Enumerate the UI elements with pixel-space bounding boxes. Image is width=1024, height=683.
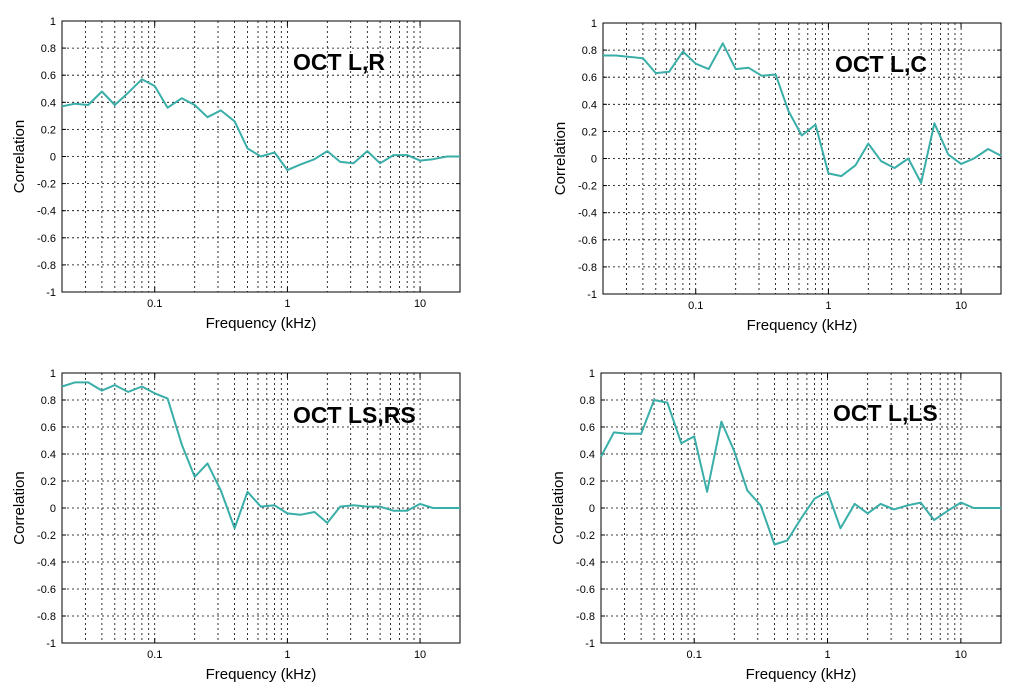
y-axis-label: Correlation xyxy=(552,122,569,195)
y-tick-label: 0 xyxy=(589,503,595,515)
y-tick-label: -0.2 xyxy=(37,179,56,191)
chart-title: OCT L,LS xyxy=(833,400,938,426)
y-tick-label: -0.4 xyxy=(37,557,56,569)
chart-panel-2: -1 -0.8 -0.6 -0.4 -0.2 0 0.2 0.4 0.6 0.8 1 0.1 1 10 Fr… xyxy=(552,18,1002,334)
plot-frame xyxy=(602,22,1002,295)
y-tick-label: 0.2 xyxy=(41,124,56,136)
correlation-series-line xyxy=(61,78,460,172)
y-tick-label: 0.6 xyxy=(580,422,595,434)
y-tick-label: -0.2 xyxy=(576,530,595,542)
y-tick-label: -0.2 xyxy=(37,530,56,542)
chart-panel-1: -1 -0.8 -0.6 -0.4 -0.2 0 0.2 0.4 0.6 0.8 1 0.1 1 10 Fr… xyxy=(11,16,461,332)
x-tick-label: 10 xyxy=(414,649,426,661)
chart-title: OCT L,C xyxy=(835,51,927,77)
y-tick-label: 0.8 xyxy=(582,45,597,57)
y-tick-label: 0 xyxy=(50,503,56,515)
y-tick-label: 1 xyxy=(50,16,56,28)
correlation-series-line xyxy=(603,42,1002,184)
y-tick-label: -0.6 xyxy=(578,235,597,247)
y-tick-label: 0.4 xyxy=(41,97,56,109)
y-tick-label: -1 xyxy=(585,638,595,650)
y-tick-label: 0.8 xyxy=(41,395,56,407)
y-tick-label: -0.4 xyxy=(576,557,595,569)
x-tick-label: 10 xyxy=(955,649,967,661)
x-tick-label: 10 xyxy=(955,300,967,312)
x-tick-label: 10 xyxy=(414,298,426,310)
y-tick-label: -0.6 xyxy=(37,233,56,245)
y-tick-label: 0.6 xyxy=(582,72,597,84)
y-tick-label: -0.8 xyxy=(578,262,597,274)
x-tick-label: 0.1 xyxy=(147,649,162,661)
y-tick-label: -0.4 xyxy=(37,206,56,218)
x-tick-label: 1 xyxy=(284,298,290,310)
y-axis-label: Correlation xyxy=(550,471,567,544)
y-tick-label: -0.4 xyxy=(578,208,597,220)
y-axis-label: Correlation xyxy=(11,120,28,193)
y-tick-label: 0.2 xyxy=(582,126,597,138)
x-tick-label: 0.1 xyxy=(688,300,703,312)
chart-title: OCT L,R xyxy=(293,49,385,75)
chart-panel-3: -1 -0.8 -0.6 -0.4 -0.2 0 0.2 0.4 0.6 0.8 1 0.1 1 10 Fr… xyxy=(11,368,461,683)
y-tick-label: 0.8 xyxy=(580,395,595,407)
y-tick-label: -1 xyxy=(46,638,56,650)
x-tick-label: 1 xyxy=(824,649,830,661)
y-tick-label: 1 xyxy=(591,18,597,30)
y-tick-label: -0.8 xyxy=(37,260,56,272)
y-tick-label: 0.6 xyxy=(41,422,56,434)
x-axis-label: Frequency (kHz) xyxy=(206,666,317,683)
y-tick-label: -1 xyxy=(46,287,56,299)
chart-title: OCT LS,RS xyxy=(293,402,416,428)
y-tick-label: -0.6 xyxy=(576,584,595,596)
x-axis-label: Frequency (kHz) xyxy=(747,317,858,334)
y-tick-label: 0.4 xyxy=(580,449,595,461)
correlation-series-line xyxy=(600,399,1001,546)
x-axis-label: Frequency (kHz) xyxy=(206,315,317,332)
y-tick-label: 0.2 xyxy=(580,476,595,488)
x-tick-label: 0.1 xyxy=(687,649,702,661)
x-tick-label: 1 xyxy=(284,649,290,661)
y-axis-label: Correlation xyxy=(11,471,28,544)
x-tick-label: 0.1 xyxy=(147,298,162,310)
x-tick-label: 1 xyxy=(825,300,831,312)
y-tick-label: 1 xyxy=(50,368,56,380)
y-tick-label: 0 xyxy=(591,154,597,166)
y-tick-label: 0 xyxy=(50,152,56,164)
chart-panel-4: -1 -0.8 -0.6 -0.4 -0.2 0 0.2 0.4 0.6 0.8 1 0.1 1 10 Fr… xyxy=(550,368,1002,683)
y-tick-label: -1 xyxy=(587,289,597,301)
y-tick-label: 1 xyxy=(589,368,595,380)
y-tick-label: -0.8 xyxy=(37,611,56,623)
y-tick-label: -0.8 xyxy=(576,611,595,623)
y-tick-label: 0.8 xyxy=(41,43,56,55)
y-tick-label: 0.4 xyxy=(41,449,56,461)
y-tick-label: -0.2 xyxy=(578,181,597,193)
y-tick-label: 0.4 xyxy=(582,99,597,111)
y-tick-label: 0.2 xyxy=(41,476,56,488)
correlation-series-line xyxy=(61,381,460,530)
y-tick-label: -0.6 xyxy=(37,584,56,596)
y-tick-label: 0.6 xyxy=(41,70,56,82)
x-axis-label: Frequency (kHz) xyxy=(746,666,857,683)
